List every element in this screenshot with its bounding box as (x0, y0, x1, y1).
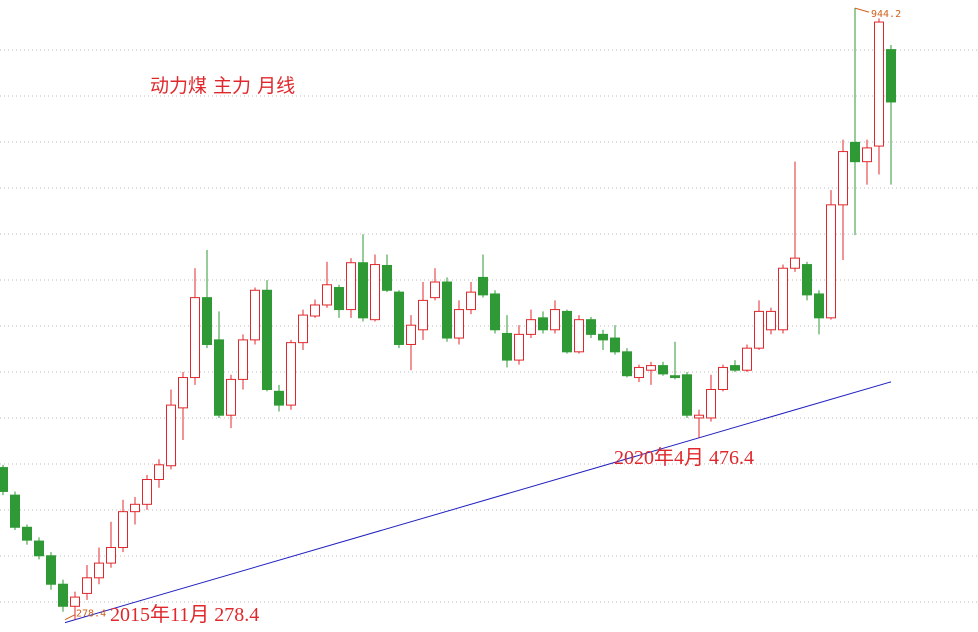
candle-body (802, 264, 812, 296)
candle-body (22, 526, 32, 541)
annotation: 2020年4月 476.4 (614, 446, 754, 469)
candle-body (382, 264, 392, 291)
candle-body (106, 546, 116, 564)
trend-line (64, 381, 892, 624)
candle-body (118, 511, 128, 548)
candle-body (454, 309, 464, 339)
candle-body (478, 276, 488, 296)
candle-body (430, 281, 440, 299)
candle-body (154, 464, 164, 481)
candle-body (490, 293, 500, 331)
candle-body (766, 310, 776, 331)
candle-body (214, 339, 224, 416)
candle-body (406, 324, 416, 345)
candle-body (334, 287, 344, 311)
annotation: 2015年11月 278.4 (110, 603, 259, 626)
candle-body (634, 366, 644, 379)
candle-body (442, 281, 452, 339)
candle-body (874, 21, 884, 147)
candle-body (610, 337, 620, 353)
candle-body (814, 293, 824, 319)
candle-body (238, 339, 248, 380)
grid (0, 49, 978, 603)
candle-body (34, 540, 44, 557)
candle-body (646, 365, 656, 371)
pointer (64, 614, 76, 621)
candle-body (250, 289, 260, 341)
candle-body (742, 347, 752, 371)
candle-body (46, 555, 56, 585)
candle-body (418, 299, 428, 331)
low-label: 278.4 (76, 609, 106, 620)
candle-body (574, 319, 584, 353)
candle-body (130, 503, 140, 513)
candle-body (346, 262, 356, 311)
candle-body (778, 267, 788, 331)
candle-body (526, 319, 536, 335)
candle-body (226, 378, 236, 416)
candle-body (790, 257, 800, 269)
chart-title: 动力煤 主力 月线 (150, 75, 295, 97)
candle-body (82, 577, 92, 594)
candle-body (10, 494, 20, 528)
candle-body (0, 467, 8, 492)
candle-body (358, 262, 368, 319)
candle-body (178, 377, 188, 409)
high-label: 944.2 (871, 9, 901, 20)
candle-body (286, 342, 296, 406)
candle-body (502, 332, 512, 361)
candle-body (70, 596, 80, 607)
candle-body (310, 304, 320, 317)
candle-body (562, 310, 572, 353)
candle-body (670, 375, 680, 379)
candle-body (202, 297, 212, 345)
candle-body (886, 49, 896, 103)
candle-body (730, 365, 740, 371)
candle-body (622, 351, 632, 377)
candle-body (94, 562, 104, 579)
candle-body (394, 291, 404, 345)
candle-body (514, 333, 524, 361)
candle-body (550, 309, 560, 331)
candle-body (586, 319, 596, 335)
plot: 278.4 944.2 (0, 7, 901, 624)
candle-body (838, 151, 848, 206)
candle-body (58, 583, 68, 607)
candle-body (322, 284, 332, 306)
candle-body (694, 414, 704, 419)
candle-body (598, 333, 608, 341)
candle-body (538, 317, 548, 331)
candle-body (466, 291, 476, 311)
candle-body (298, 314, 308, 344)
candle-body (142, 479, 152, 505)
candle-body (718, 366, 728, 390)
candle-body (658, 365, 668, 375)
candle-body (682, 374, 692, 416)
candle-body (190, 297, 200, 379)
candle-body (262, 289, 272, 390)
candle-body (862, 147, 872, 163)
candle-body (826, 204, 836, 319)
candle-body (370, 264, 380, 321)
candle-body (706, 388, 716, 419)
pointer (854, 7, 870, 13)
candle-body (754, 310, 764, 349)
candle-body (850, 141, 860, 163)
candle-body (166, 404, 176, 467)
candle-body (274, 390, 284, 406)
